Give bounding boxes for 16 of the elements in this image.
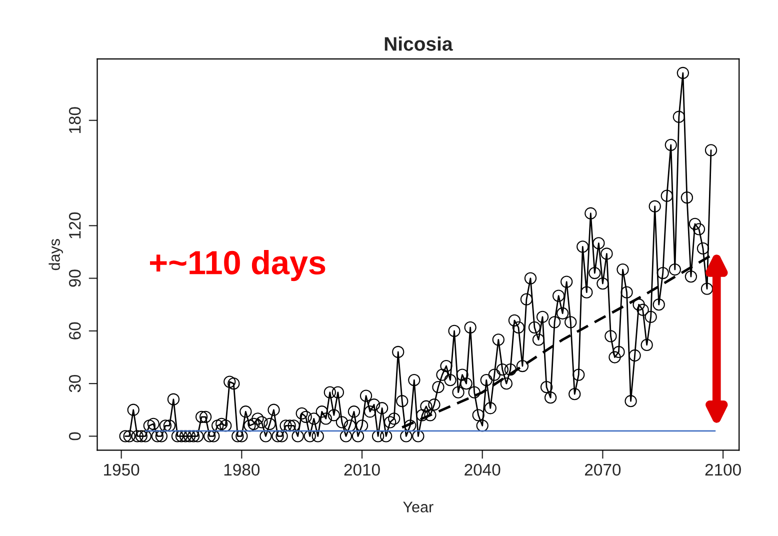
y-tick-label: 30 xyxy=(68,374,81,392)
x-tick-label: 2010 xyxy=(344,464,380,476)
annotation: +~110 days xyxy=(150,250,326,282)
y-tick-label: 180 xyxy=(68,107,81,134)
x-tick-label: 1980 xyxy=(224,464,260,476)
x-tick-label: 1950 xyxy=(104,464,140,476)
x-tick-label: 2070 xyxy=(585,464,621,476)
y-axis-title: days xyxy=(48,239,63,270)
y-tick-label: 0 xyxy=(68,432,81,440)
x-tick-label: 2100 xyxy=(705,464,741,476)
x-axis-title: Year xyxy=(403,502,434,512)
y-tick-label: 60 xyxy=(68,322,81,340)
x-tick-label: 2040 xyxy=(464,464,500,476)
y-tick-label: 90 xyxy=(68,270,81,287)
chart-title: Nicosia xyxy=(384,36,453,51)
y-tick-label: 120 xyxy=(68,212,81,238)
